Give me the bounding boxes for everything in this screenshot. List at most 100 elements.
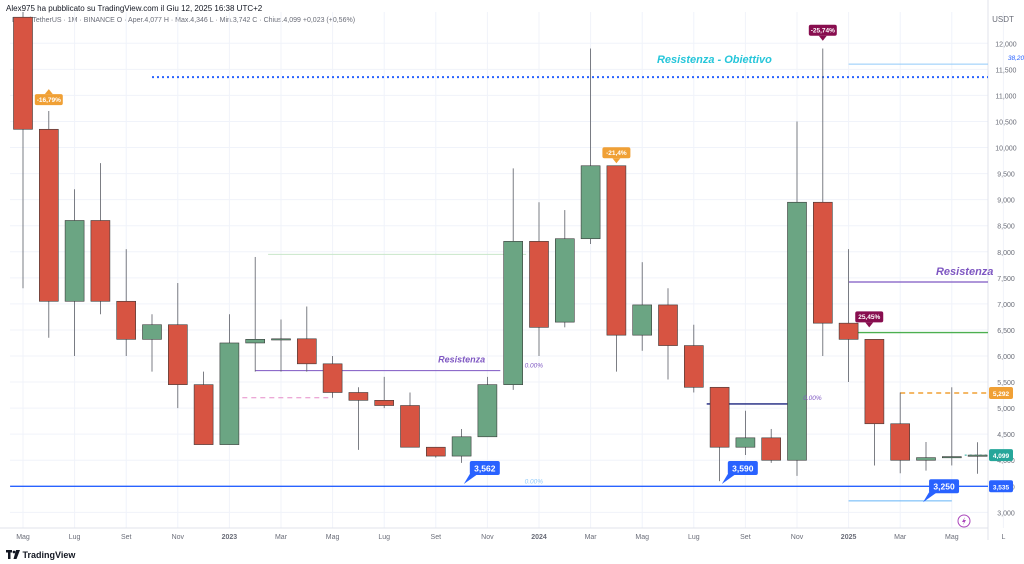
symbol-ohlc-line: DOT / TetherUS · 1M · BINANCE O · Aper.4… [12, 17, 356, 24]
brand-label: TradingView [22, 550, 76, 560]
badge-pointer [865, 322, 874, 328]
candle-body [168, 324, 188, 385]
y-tick-label: 6,000 [997, 354, 1015, 361]
candle-body [812, 201, 833, 324]
candle-body [271, 338, 291, 341]
badge-label: 3,590 [732, 463, 754, 473]
candle-body [38, 128, 59, 302]
candle-body [761, 437, 782, 461]
y-tick-label: 11,000 [996, 93, 1017, 100]
candle-body [554, 238, 575, 323]
y-tick-label: 7,000 [997, 302, 1015, 309]
price-tag [989, 387, 1013, 400]
annotation-label: 38,20% [1008, 55, 1024, 62]
y-tick-label: 6,500 [997, 328, 1015, 335]
candle-body [142, 324, 162, 340]
x-tick-label: Mag [326, 534, 340, 541]
candle-body [13, 16, 33, 130]
badge-label: -21,4% [606, 150, 627, 157]
tv-logo-icon [6, 550, 20, 559]
candle-body [658, 304, 678, 346]
y-tick-label: 8,500 [997, 224, 1015, 231]
price-tag-label: 4,099 [993, 453, 1010, 460]
badge-box [34, 94, 63, 106]
x-tick-label: 2024 [531, 534, 547, 541]
badge-box [469, 461, 500, 476]
x-tick-label: Nov [791, 534, 804, 541]
badge-box [602, 147, 631, 159]
candle-body [296, 338, 317, 365]
candle-body [503, 241, 524, 385]
price-tag-label: 5,292 [993, 391, 1010, 398]
x-tick-label: Set [431, 534, 442, 541]
badge-pointer [818, 35, 827, 41]
candle-body [683, 345, 704, 388]
annotation-label: Resistenza [438, 354, 485, 364]
y-tick-label: 10,000 [995, 146, 1017, 153]
candle-body [477, 384, 498, 438]
annotation-label: 0.00% [525, 479, 544, 486]
candle-body [451, 436, 472, 457]
badge-label: -25,74% [811, 27, 835, 34]
badge-pointer [721, 474, 736, 485]
candle-body [64, 220, 85, 302]
candle-body [580, 165, 601, 240]
x-tick-label: Mag [16, 534, 30, 541]
badge-label: 3,250 [933, 482, 955, 492]
price-tag [989, 480, 1013, 493]
badge-box [855, 311, 884, 323]
x-tick-label: Mag [635, 534, 649, 541]
publish-line: Alex975 ha pubblicato su TradingView.com… [6, 4, 263, 13]
lightning-bolt [962, 517, 966, 525]
candle-body [735, 437, 756, 448]
candle-body [632, 304, 653, 336]
badge-label: 3,562 [474, 463, 496, 473]
badge-label: -16,79% [37, 97, 61, 104]
x-tick-label: Nov [172, 534, 185, 541]
x-tick-label: Mar [585, 534, 598, 541]
badge-pointer [44, 89, 53, 95]
x-tick-label: Lug [69, 534, 81, 541]
x-tick-label: Set [740, 534, 751, 541]
y-tick-label: 9,500 [997, 172, 1015, 179]
badge-box [929, 479, 960, 494]
y-tick-label: 4,500 [997, 432, 1015, 439]
candle-body [90, 220, 111, 302]
candle-body [916, 457, 936, 461]
candle-body [941, 456, 962, 459]
candle-body [529, 241, 549, 328]
badge-pointer [612, 158, 621, 164]
candle-body [193, 384, 214, 445]
price-tag [989, 449, 1013, 462]
x-tick-label: Mag [945, 534, 959, 541]
x-tick-label: Lug [688, 534, 700, 541]
candle-body [219, 342, 240, 445]
y-tick-label: 7,500 [997, 276, 1015, 283]
x-tick-label: L [1001, 534, 1005, 541]
x-tick-label: Mar [275, 534, 288, 541]
badge-label: 25,45% [858, 314, 880, 321]
annotation-label: Resistenza - Obiettivo [657, 54, 772, 66]
badge-pointer [463, 474, 478, 485]
candle-body [967, 454, 988, 457]
y-axis-currency: USDT [992, 15, 1014, 24]
candle-body [400, 405, 420, 448]
y-tick-label: 11,500 [996, 67, 1017, 74]
candle-body [374, 400, 395, 406]
x-tick-label: Nov [481, 534, 494, 541]
lightning-icon [957, 514, 971, 528]
price-tag-label: 3,535 [993, 484, 1010, 491]
candle-body [890, 423, 911, 461]
candle-body [838, 322, 859, 340]
tradingview-brand[interactable]: TradingView [6, 550, 75, 560]
badge-box [727, 461, 758, 476]
candle-body [245, 339, 265, 344]
y-tick-label: 5,000 [997, 406, 1015, 413]
candle-body [709, 386, 730, 448]
annotation-label: 0.00% [803, 395, 822, 402]
candle-body [116, 300, 136, 340]
y-tick-label: 4,000 [997, 458, 1015, 465]
y-tick-label: 10,500 [995, 119, 1017, 126]
candle-body [787, 201, 807, 461]
